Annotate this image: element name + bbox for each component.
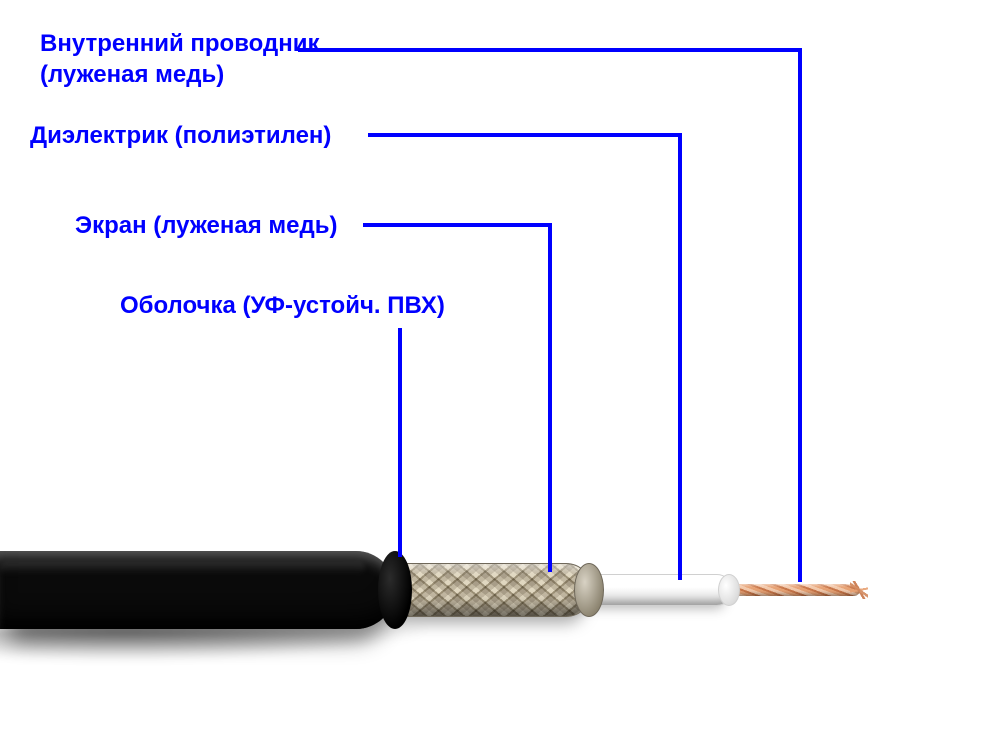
cable-cutaway [0,500,1000,700]
label-dielectric: Диэлектрик (полиэтилен) [30,120,331,151]
cap-dielectric [718,574,740,606]
layer-jacket [0,551,395,629]
label-jacket: Оболочка (УФ-устойч. ПВХ) [120,290,445,321]
label-shield: Экран (луженая медь) [75,210,337,241]
label-inner-conductor: Внутренний проводник (луженая медь) [40,28,320,90]
cap-shield [574,563,604,617]
cap-jacket [378,551,412,629]
